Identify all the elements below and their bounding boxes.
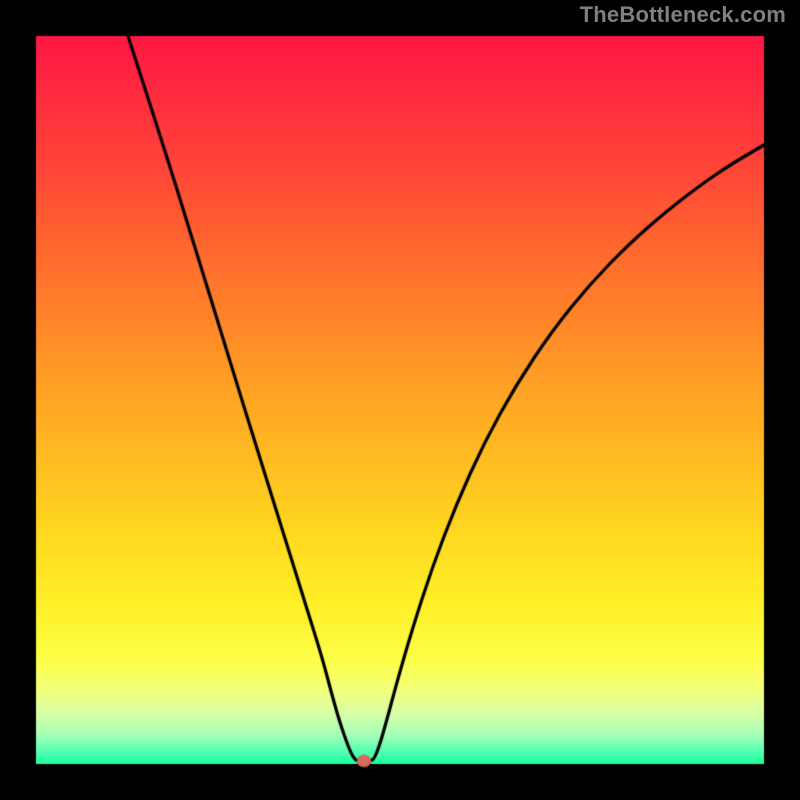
chart-stage: TheBottleneck.com bbox=[0, 0, 800, 800]
bottleneck-curve-chart bbox=[0, 0, 800, 800]
